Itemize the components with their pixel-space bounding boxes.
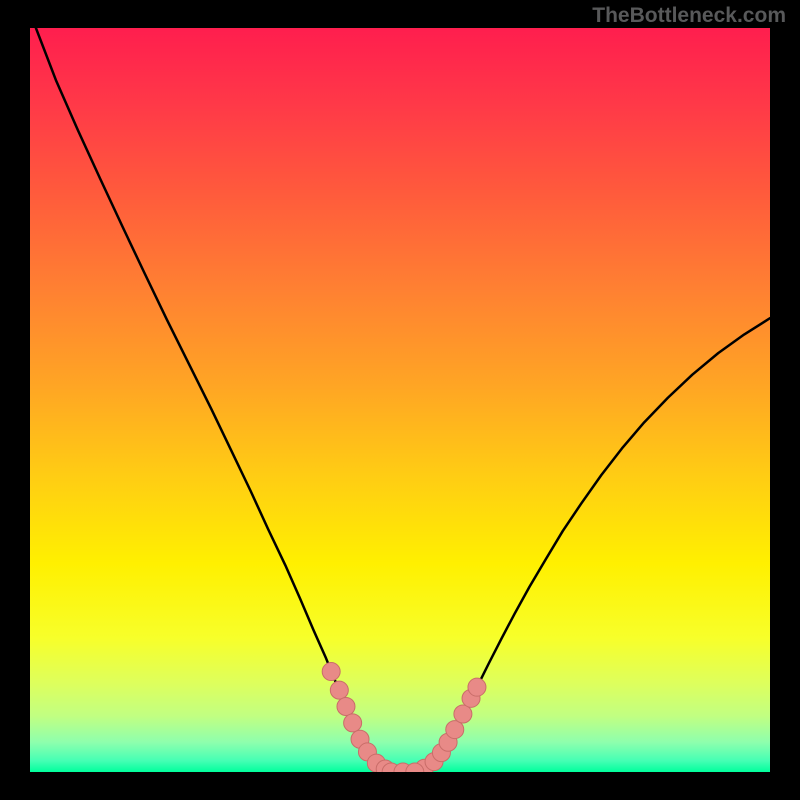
marker-right bbox=[468, 678, 486, 696]
plot-background bbox=[30, 28, 770, 772]
marker-right bbox=[454, 705, 472, 723]
marker-left bbox=[337, 698, 355, 716]
chart-container: TheBottleneck.com bbox=[0, 0, 800, 800]
plot-area bbox=[30, 28, 770, 772]
watermark-text: TheBottleneck.com bbox=[592, 4, 786, 28]
marker-left bbox=[322, 663, 340, 681]
marker-left bbox=[330, 681, 348, 699]
plot-svg bbox=[30, 28, 770, 772]
marker-left bbox=[344, 714, 362, 732]
